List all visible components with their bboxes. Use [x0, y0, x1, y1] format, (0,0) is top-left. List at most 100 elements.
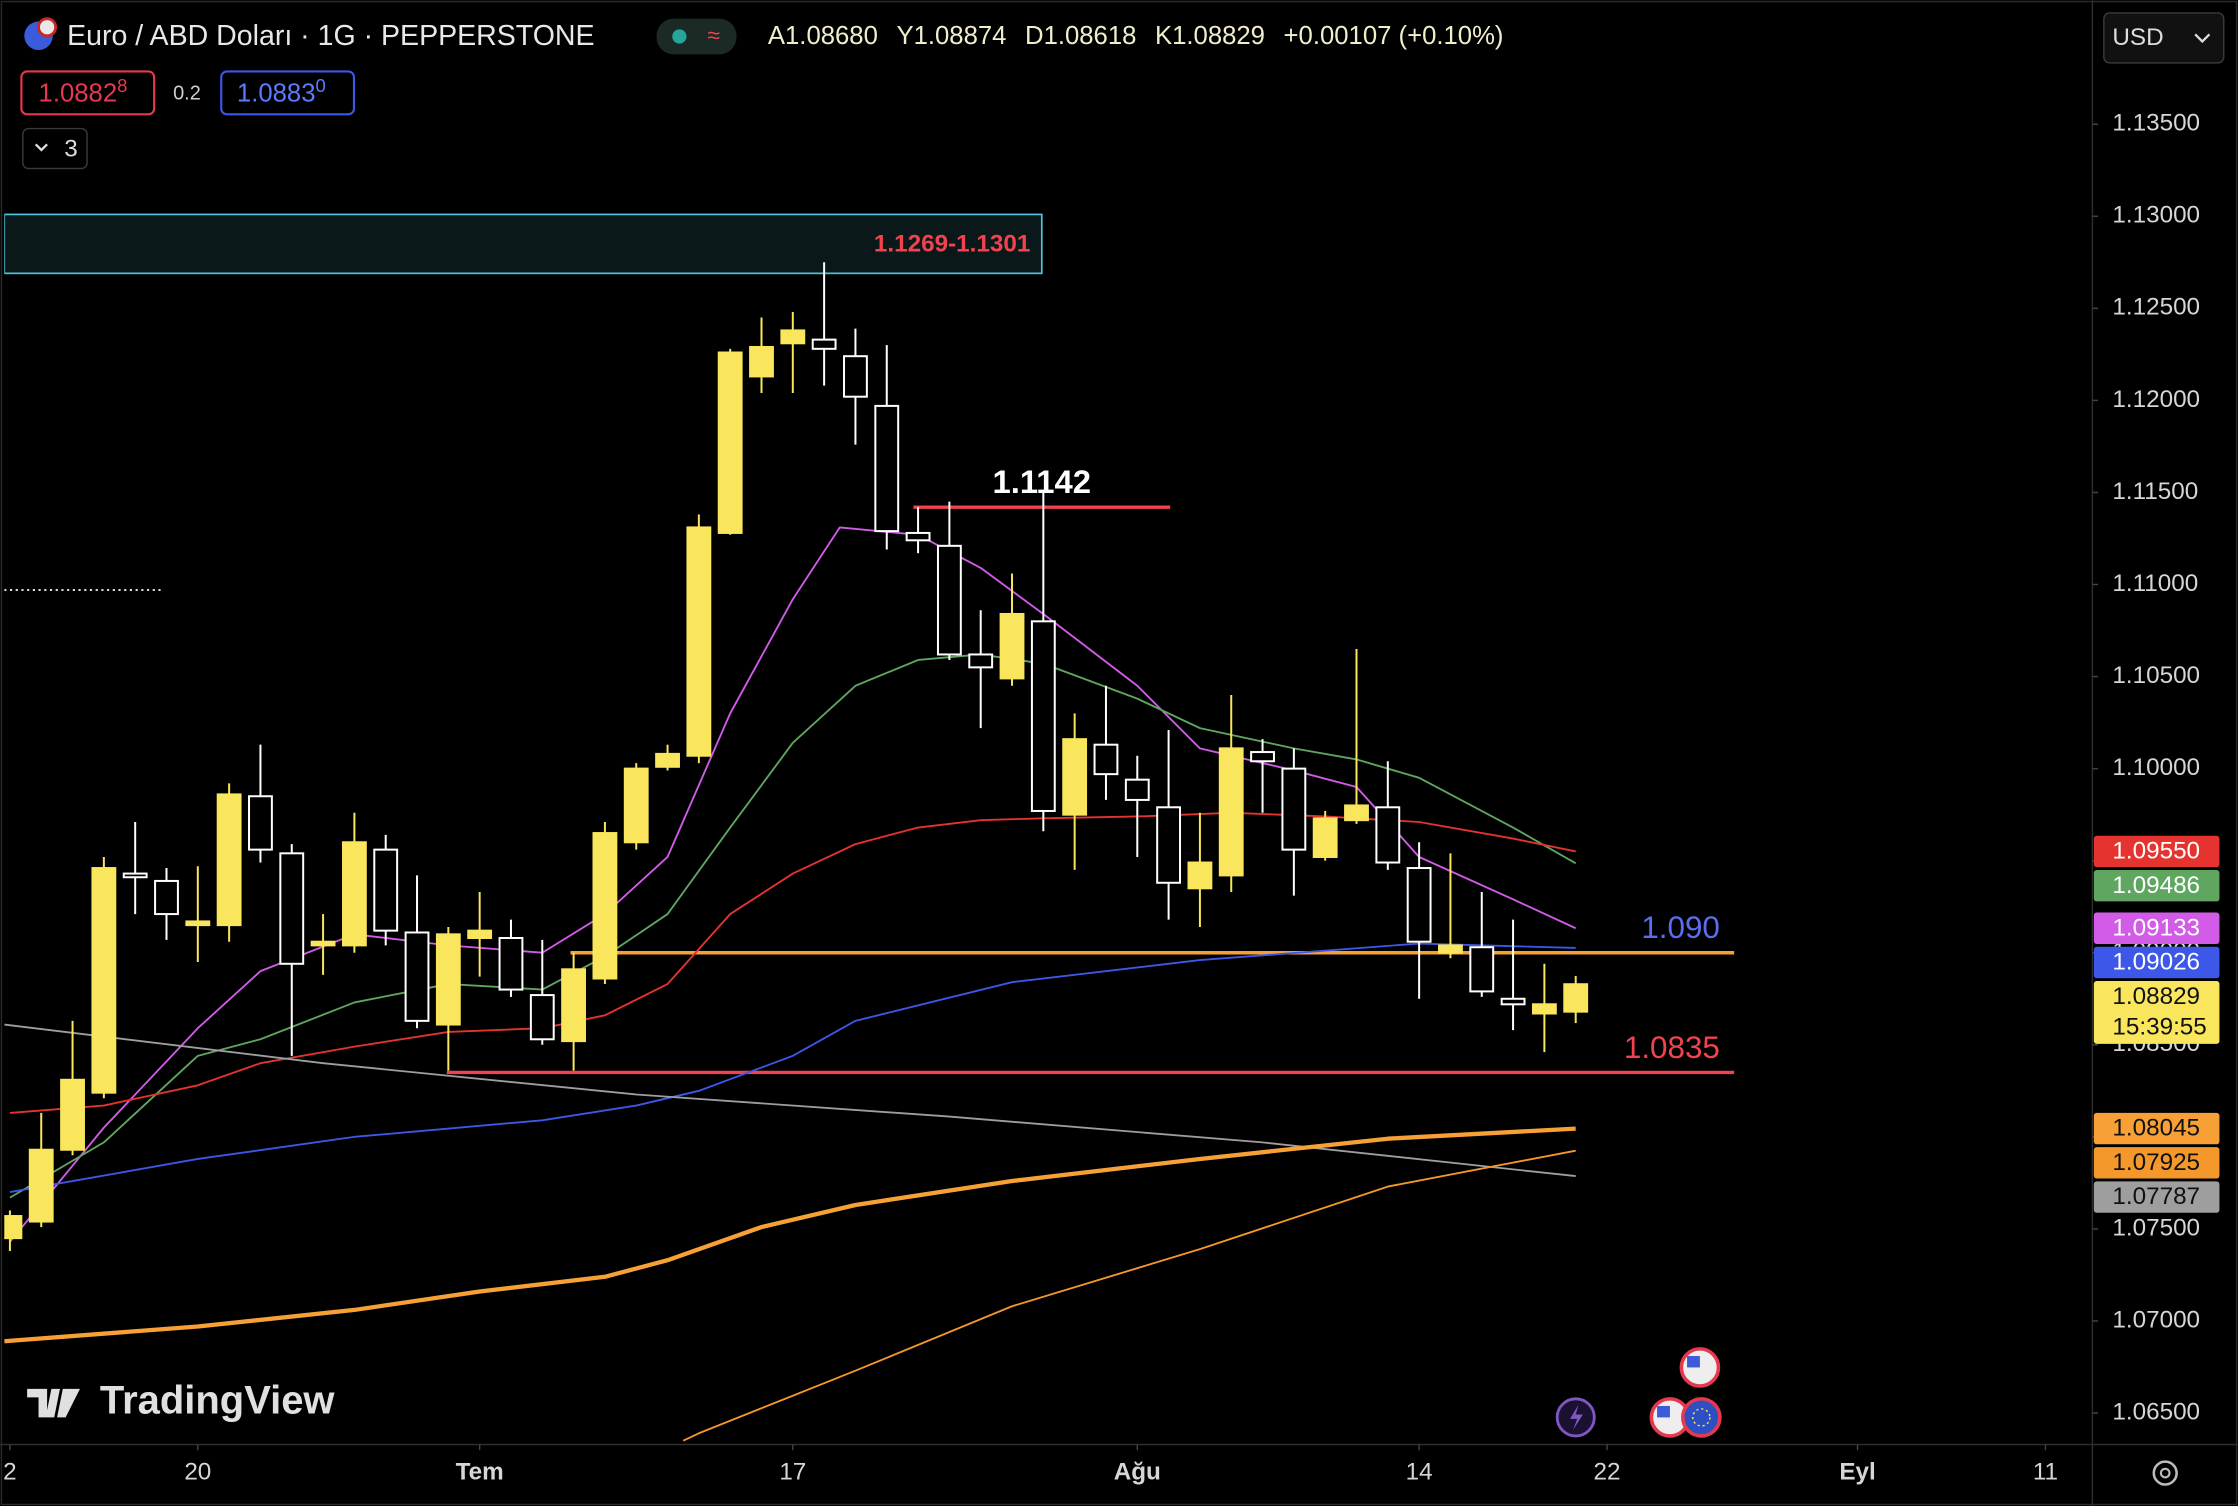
candle-body [623, 767, 649, 844]
candle-body [1375, 806, 1401, 864]
y-tick-label: 1.10000 [2112, 754, 2200, 781]
y-tick-label: 1.07000 [2112, 1306, 2200, 1333]
candle-body [749, 345, 774, 378]
ma-line [9, 653, 1577, 1199]
eu-event-icon[interactable] [1680, 1397, 1722, 1438]
y-tick-label: 1.11000 [2112, 570, 2198, 597]
ohlc-key: D [1025, 22, 1044, 50]
indicators-toggle[interactable] [22, 127, 88, 170]
candle-body [936, 544, 962, 656]
status-dot [672, 29, 687, 44]
ma-line [9, 942, 1576, 1194]
currency-label: USD [2112, 24, 2163, 51]
price-tags: 1.09133 1.09486 1.09550 1.09026 1.07787 1.080… [2093, 835, 2220, 1213]
candle-body [248, 795, 273, 851]
x-tick-label: Ağu [1114, 1458, 1161, 1485]
candle-body [655, 752, 680, 768]
candle-body [592, 832, 618, 980]
candle-body [1438, 944, 1463, 954]
candle-body [780, 329, 806, 345]
lightning-icon [1570, 1404, 1583, 1431]
price-zone [4, 213, 1043, 275]
candle-body [561, 968, 587, 1043]
price-tag-label: 1.09026 [2112, 949, 2200, 976]
candle-body [498, 937, 524, 991]
candle-body [1124, 778, 1150, 801]
ask-price: 1.08830 [237, 75, 326, 107]
candle-body [28, 1148, 54, 1223]
level-label: 1.090 [1641, 910, 1720, 945]
x-tick-label: Eyl [1839, 1458, 1875, 1485]
x-tick-label: 22 [1594, 1458, 1621, 1485]
dropdown-icon [2194, 33, 2211, 44]
buy-button[interactable] [220, 70, 356, 116]
price-tag [2093, 1112, 2220, 1145]
candle-body [1500, 997, 1526, 1006]
eu-stars [1692, 1408, 1711, 1427]
candle-body [1093, 743, 1119, 776]
x-tick-label: 20 [184, 1458, 211, 1485]
price-tag-label: 1.07787 [2112, 1183, 2200, 1210]
ohlc-key: K [1155, 22, 1172, 50]
candle-body [1250, 751, 1275, 763]
spread: 0.2 [173, 83, 201, 105]
ask-price-pip: 0 [316, 75, 326, 96]
ohlc-value: 1.08874 [914, 22, 1007, 50]
candle-body [185, 920, 211, 927]
plot-area: 1.1269-1.1301 1.1142 1.090 1.0835 [4, 213, 1735, 1442]
x-tick-label: 14 [1406, 1458, 1433, 1485]
ohlc-value: 1.08680 [785, 22, 878, 50]
candle-body [1531, 1003, 1557, 1015]
candle-body [154, 879, 179, 916]
ma-line [682, 1149, 1576, 1442]
price-tag-label: 1.08045 [2112, 1115, 2200, 1142]
ohlc-key: Y [896, 22, 913, 50]
bid-price-main: 1.0882 [39, 79, 118, 107]
candle-body [1312, 817, 1338, 858]
price-tag [2093, 1147, 2220, 1179]
ohlc-key: A [768, 22, 786, 50]
y-tick-label: 1.10500 [2112, 662, 2200, 689]
ohlc-change: +0.00107 (+0.10%) [1284, 22, 1504, 50]
candle-body [216, 793, 242, 927]
candle-body [1030, 620, 1056, 812]
y-tick-label: 1.12500 [2112, 294, 2200, 321]
candle-body [1406, 867, 1432, 943]
candle-body [373, 848, 399, 932]
sell-button[interactable] [20, 70, 156, 116]
candle-body [60, 1078, 85, 1151]
currency-select[interactable] [2103, 12, 2225, 64]
candle-body [1187, 861, 1213, 890]
candle-body [404, 931, 430, 1022]
x-tick-label: 2 [3, 1458, 17, 1485]
candle-body [811, 338, 837, 350]
candle-body [4, 1215, 23, 1240]
logo-text: TradingView [100, 1379, 336, 1423]
candle-body [874, 404, 900, 533]
price-tag [2093, 870, 2220, 902]
level-label: 1.0835 [1624, 1030, 1720, 1065]
price-tag-label: 1.09486 [2112, 872, 2200, 899]
indicators-count: 3 [64, 135, 77, 162]
candle-body [905, 531, 931, 542]
price-tag-label: 1.09133 [2112, 914, 2200, 941]
countdown: 15:39:55 [2112, 1014, 2206, 1041]
candle-body [686, 526, 712, 757]
x-tick-label: Tem [456, 1458, 504, 1485]
y-tick-label: 1.11500 [2112, 478, 2198, 505]
candle-body [717, 351, 743, 534]
candle-body [999, 612, 1025, 680]
ohlc-row: A1.08680 Y1.08874 D1.08618 K1.08829 +0.0… [768, 22, 1504, 50]
price-tag [2093, 835, 2220, 868]
x-tick-label: 17 [779, 1458, 806, 1485]
symbol-title: Euro / ABD Doları · 1G · PEPPERSTONE [67, 20, 594, 52]
candle-body [1344, 804, 1369, 822]
ohlc-value: 1.08829 [1172, 22, 1265, 50]
flag-canton [1687, 1356, 1700, 1368]
settings-icon[interactable] [2152, 1460, 2178, 1486]
candle-body [122, 872, 148, 879]
price-tag-label: 1.08829 [2112, 983, 2200, 1010]
candle-body [843, 355, 868, 398]
candle-body [467, 929, 493, 940]
